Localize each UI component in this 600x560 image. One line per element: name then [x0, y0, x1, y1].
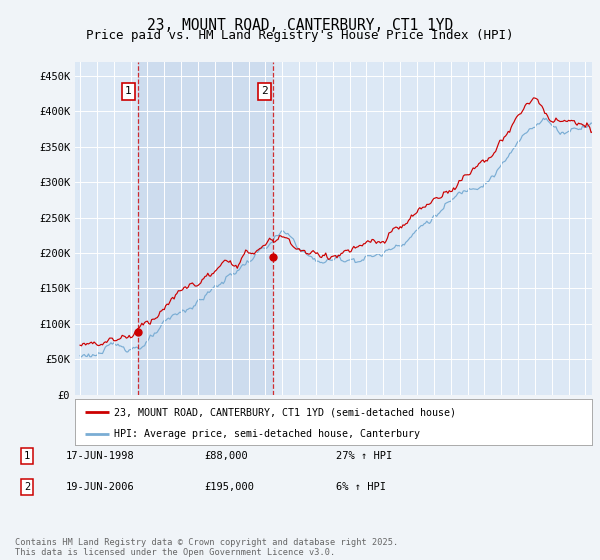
Text: 1: 1: [125, 86, 131, 96]
Text: 23, MOUNT ROAD, CANTERBURY, CT1 1YD (semi-detached house): 23, MOUNT ROAD, CANTERBURY, CT1 1YD (sem…: [114, 407, 456, 417]
Text: 23, MOUNT ROAD, CANTERBURY, CT1 1YD: 23, MOUNT ROAD, CANTERBURY, CT1 1YD: [147, 18, 453, 33]
Text: Contains HM Land Registry data © Crown copyright and database right 2025.
This d: Contains HM Land Registry data © Crown c…: [15, 538, 398, 557]
Text: 27% ↑ HPI: 27% ↑ HPI: [336, 451, 392, 461]
Text: 1: 1: [24, 451, 30, 461]
Text: £88,000: £88,000: [204, 451, 248, 461]
Text: 6% ↑ HPI: 6% ↑ HPI: [336, 482, 386, 492]
Text: £195,000: £195,000: [204, 482, 254, 492]
Text: Price paid vs. HM Land Registry's House Price Index (HPI): Price paid vs. HM Land Registry's House …: [86, 29, 514, 42]
Text: HPI: Average price, semi-detached house, Canterbury: HPI: Average price, semi-detached house,…: [114, 429, 420, 438]
Text: 2: 2: [262, 86, 268, 96]
Text: 2: 2: [24, 482, 30, 492]
Bar: [139, 62, 273, 395]
Text: 17-JUN-1998: 17-JUN-1998: [66, 451, 135, 461]
Text: 19-JUN-2006: 19-JUN-2006: [66, 482, 135, 492]
